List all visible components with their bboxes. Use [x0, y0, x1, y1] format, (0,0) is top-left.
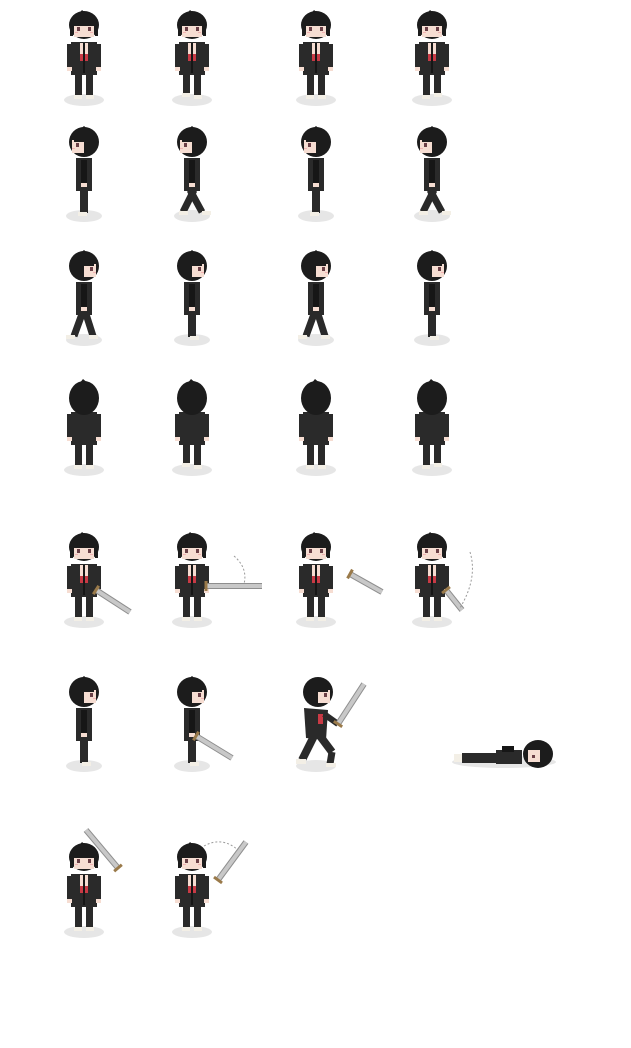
sprite-frame-walk-down-3: [296, 10, 336, 106]
sprite-frame-sword-attack-front-1: [64, 532, 132, 628]
sprite-frame-walk-down-1: [64, 10, 104, 106]
sprite-frame-walk-right-1: [66, 250, 102, 346]
sprite-frame-walk-left-2: [174, 126, 211, 222]
sprite-frame-walk-right-2: [174, 250, 210, 346]
sprite-frame-walk-right-3: [298, 250, 334, 346]
sprite-frame-walk-left-1: [66, 126, 102, 222]
sprite-frame-walk-up-2: [172, 379, 212, 476]
sprite-frame-sword-raise-1: [64, 828, 123, 938]
sprite-frame-sword-attack-side-and-down-3: [296, 677, 367, 772]
sprite-frame-walk-left-3: [298, 126, 334, 222]
sprite-frame-walk-down-4: [412, 10, 452, 106]
sprite-frame-sword-attack-front-2: [172, 532, 262, 628]
sprite-frame-sword-attack-side-and-down-1: [66, 676, 102, 772]
sprite-frame-sword-raise-2: [172, 840, 249, 938]
sprite-frame-walk-right-4: [414, 250, 450, 346]
sprite-frame-walk-left-4: [414, 126, 451, 222]
sprite-frame-walk-up-1: [64, 379, 104, 476]
sprite-frame-sword-attack-side-and-down-2: [174, 676, 234, 772]
sprite-frame-walk-down-2: [172, 10, 212, 106]
sprite-frame-sword-attack-front-4: [412, 532, 473, 628]
sprite-frame-sword-attack-front-3: [296, 532, 384, 628]
sprite-frame-walk-up-3: [296, 379, 336, 476]
sprite-frame-walk-up-4: [412, 379, 452, 476]
sprite-frame-sword-attack-side-and-down-4: [452, 740, 556, 768]
